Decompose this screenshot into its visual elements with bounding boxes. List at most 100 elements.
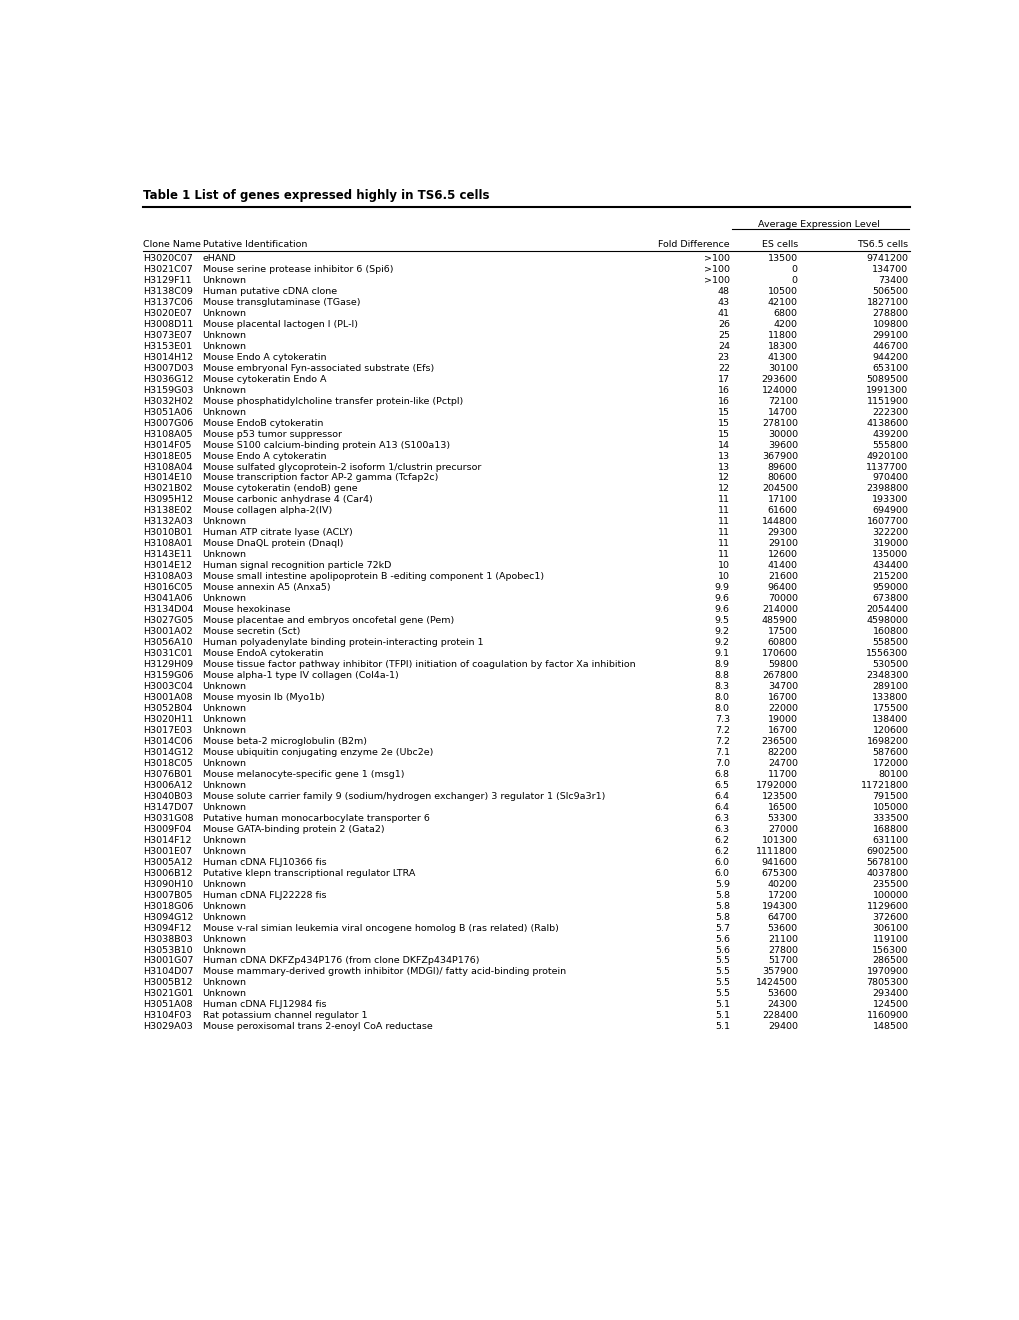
Text: 6800: 6800 [773, 309, 797, 318]
Text: 135000: 135000 [871, 550, 908, 560]
Text: H3021C07: H3021C07 [143, 265, 193, 275]
Text: H3001E07: H3001E07 [143, 846, 193, 855]
Text: Mouse phosphatidylcholine transfer protein-like (Pctpl): Mouse phosphatidylcholine transfer prote… [203, 396, 463, 405]
Text: 6.0: 6.0 [714, 869, 730, 878]
Text: 9.1: 9.1 [714, 649, 730, 659]
Text: 59800: 59800 [767, 660, 797, 669]
Text: 27800: 27800 [767, 945, 797, 954]
Text: 5678100: 5678100 [866, 858, 908, 867]
Text: 105000: 105000 [871, 803, 908, 812]
Text: Unknown: Unknown [203, 715, 247, 723]
Text: 7.2: 7.2 [714, 726, 730, 735]
Text: Mouse Endo A cytokeratin: Mouse Endo A cytokeratin [203, 451, 326, 461]
Text: H3147D07: H3147D07 [143, 803, 194, 812]
Text: 372600: 372600 [871, 912, 908, 921]
Text: 5.5: 5.5 [714, 990, 730, 998]
Text: 73400: 73400 [877, 276, 908, 285]
Text: 170600: 170600 [761, 649, 797, 659]
Text: H3006B12: H3006B12 [143, 869, 193, 878]
Text: 21600: 21600 [767, 573, 797, 581]
Text: 944200: 944200 [871, 352, 908, 362]
Text: 306100: 306100 [871, 924, 908, 932]
Text: 673800: 673800 [871, 594, 908, 603]
Text: Unknown: Unknown [203, 342, 247, 351]
Text: Unknown: Unknown [203, 550, 247, 560]
Text: 24: 24 [717, 342, 730, 351]
Text: Mouse melanocyte-specific gene 1 (msg1): Mouse melanocyte-specific gene 1 (msg1) [203, 770, 404, 779]
Text: 64700: 64700 [767, 912, 797, 921]
Text: Human signal recognition particle 72kD: Human signal recognition particle 72kD [203, 561, 390, 570]
Text: 7.3: 7.3 [714, 715, 730, 723]
Text: Unknown: Unknown [203, 879, 247, 888]
Text: H3108A01: H3108A01 [143, 540, 193, 548]
Text: H3134D04: H3134D04 [143, 605, 194, 614]
Text: 60800: 60800 [767, 638, 797, 647]
Text: 555800: 555800 [871, 441, 908, 450]
Text: 6.2: 6.2 [714, 846, 730, 855]
Text: Mouse alpha-1 type IV collagen (Col4a-1): Mouse alpha-1 type IV collagen (Col4a-1) [203, 671, 398, 680]
Text: 1792000: 1792000 [755, 781, 797, 789]
Text: 193300: 193300 [871, 495, 908, 504]
Text: Mouse transcription factor AP-2 gamma (Tcfap2c): Mouse transcription factor AP-2 gamma (T… [203, 474, 437, 483]
Text: Mouse p53 tumor suppressor: Mouse p53 tumor suppressor [203, 429, 341, 438]
Text: Mouse GATA-binding protein 2 (Gata2): Mouse GATA-binding protein 2 (Gata2) [203, 825, 384, 834]
Text: 7.2: 7.2 [714, 737, 730, 746]
Text: H3031C01: H3031C01 [143, 649, 193, 659]
Text: 1556300: 1556300 [865, 649, 908, 659]
Text: Mouse placental lactogen I (PL-I): Mouse placental lactogen I (PL-I) [203, 319, 358, 329]
Text: 25: 25 [717, 331, 730, 339]
Text: Human putative cDNA clone: Human putative cDNA clone [203, 286, 336, 296]
Text: 11: 11 [717, 540, 730, 548]
Text: 6.8: 6.8 [714, 770, 730, 779]
Text: H3017E03: H3017E03 [143, 726, 193, 735]
Text: H3129F11: H3129F11 [143, 276, 192, 285]
Text: H3073E07: H3073E07 [143, 331, 193, 339]
Text: Mouse Endo A cytokeratin: Mouse Endo A cytokeratin [203, 352, 326, 362]
Text: 6902500: 6902500 [866, 846, 908, 855]
Text: 9.2: 9.2 [714, 627, 730, 636]
Text: H3138C09: H3138C09 [143, 286, 193, 296]
Text: H3076B01: H3076B01 [143, 770, 193, 779]
Text: 5.6: 5.6 [714, 945, 730, 954]
Text: 4037800: 4037800 [865, 869, 908, 878]
Text: 24300: 24300 [767, 1001, 797, 1010]
Text: 6.0: 6.0 [714, 858, 730, 867]
Text: 289100: 289100 [871, 682, 908, 692]
Text: 17500: 17500 [767, 627, 797, 636]
Text: Unknown: Unknown [203, 726, 247, 735]
Text: 8.8: 8.8 [714, 671, 730, 680]
Text: Unknown: Unknown [203, 803, 247, 812]
Text: 2054400: 2054400 [866, 605, 908, 614]
Text: 11: 11 [717, 507, 730, 515]
Text: Human cDNA FLJ12984 fis: Human cDNA FLJ12984 fis [203, 1001, 326, 1010]
Text: 530500: 530500 [871, 660, 908, 669]
Text: Unknown: Unknown [203, 846, 247, 855]
Text: Human cDNA FLJ10366 fis: Human cDNA FLJ10366 fis [203, 858, 326, 867]
Text: H3020E07: H3020E07 [143, 309, 193, 318]
Text: 278800: 278800 [871, 309, 908, 318]
Text: 42100: 42100 [767, 298, 797, 306]
Text: H3038B03: H3038B03 [143, 935, 193, 944]
Text: 100000: 100000 [871, 891, 908, 900]
Text: 40200: 40200 [767, 879, 797, 888]
Text: 39600: 39600 [767, 441, 797, 450]
Text: 133800: 133800 [871, 693, 908, 702]
Text: H3094F12: H3094F12 [143, 924, 192, 932]
Text: 11: 11 [717, 495, 730, 504]
Text: 1111800: 1111800 [755, 846, 797, 855]
Text: H3020H11: H3020H11 [143, 715, 194, 723]
Text: 27000: 27000 [767, 825, 797, 834]
Text: Mouse mammary-derived growth inhibitor (MDGI)/ fatty acid-binding protein: Mouse mammary-derived growth inhibitor (… [203, 968, 566, 977]
Text: 124500: 124500 [871, 1001, 908, 1010]
Text: 17200: 17200 [767, 891, 797, 900]
Text: 446700: 446700 [871, 342, 908, 351]
Text: 11721800: 11721800 [860, 781, 908, 789]
Text: Mouse DnaQL protein (Dnaql): Mouse DnaQL protein (Dnaql) [203, 540, 342, 548]
Text: 41: 41 [717, 309, 730, 318]
Text: 791500: 791500 [871, 792, 908, 801]
Text: 72100: 72100 [767, 396, 797, 405]
Text: 144800: 144800 [761, 517, 797, 527]
Text: 1160900: 1160900 [866, 1011, 908, 1020]
Text: 0: 0 [791, 276, 797, 285]
Text: Clone Name: Clone Name [143, 240, 201, 248]
